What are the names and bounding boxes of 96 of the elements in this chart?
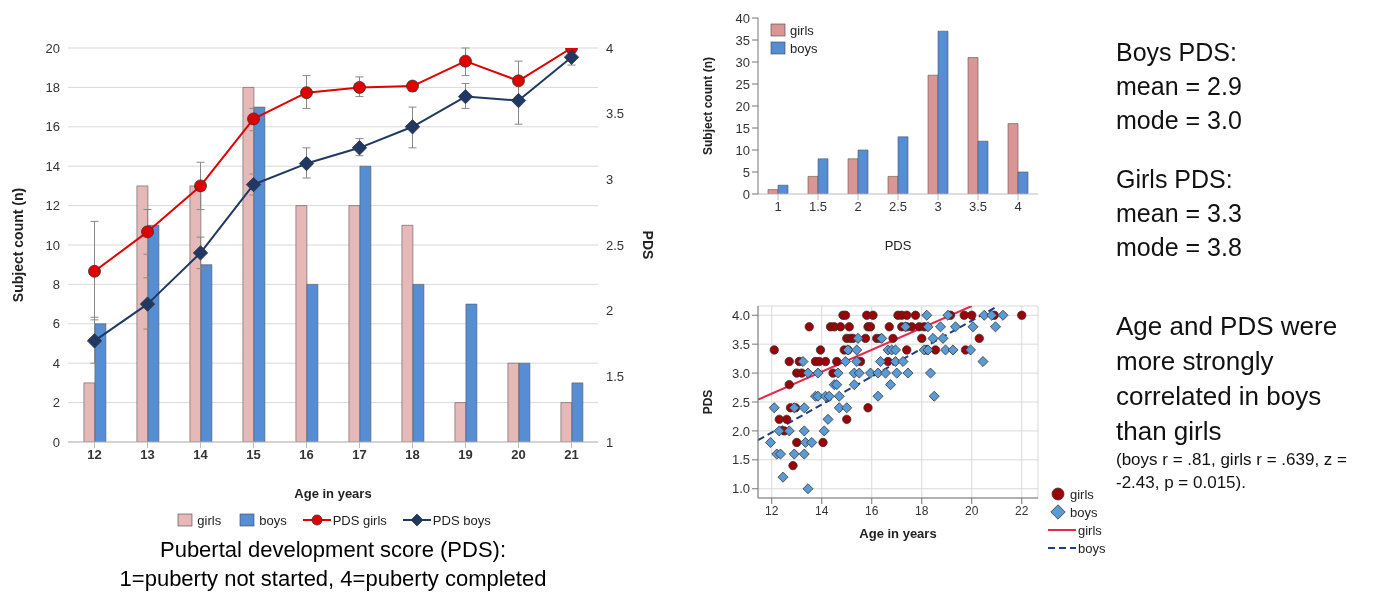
text: Girls PDS: mean = 3.3 mode = 3.8	[1116, 164, 1243, 263]
x-tick-label: 12	[765, 503, 779, 518]
x-tick-label: 17	[352, 447, 367, 463]
y-tick-label: 6	[52, 316, 60, 332]
y-tick-label: 25	[735, 76, 750, 92]
x-tick-label: 20	[965, 503, 979, 518]
point	[459, 54, 472, 68]
x-tick-label: 13	[140, 447, 155, 463]
y-tick-label: 0	[52, 434, 60, 450]
y2-tick-label: 1.5	[606, 368, 625, 384]
x-tick-label: 18	[915, 503, 929, 518]
point	[194, 179, 207, 193]
point	[88, 264, 101, 278]
y-tick-label: 3.5	[731, 336, 750, 352]
y-tick-label: 4.0	[731, 307, 750, 323]
legend-label: boys	[259, 512, 287, 528]
point	[298, 155, 315, 172]
point	[86, 333, 103, 349]
legend-label: PDS girls	[332, 512, 387, 528]
text: (boys r = .81, girls r = .639, z = -2.43, p = 0.015).	[1116, 448, 1349, 494]
x-tick-label: 2.5	[888, 199, 908, 215]
y-tick-label: 10	[735, 142, 750, 158]
x-tick-label: 14	[815, 503, 829, 518]
legend-label: boys	[1070, 504, 1098, 520]
point	[563, 49, 580, 65]
point	[139, 296, 156, 312]
y-axis-title: Subject count (n)	[9, 187, 26, 303]
text: Age and PDS were more strongly correlated in boys than girls	[1116, 309, 1339, 448]
legend-label: girls	[790, 22, 814, 38]
y-tick-label: 3.0	[731, 365, 750, 381]
legend-label: boys	[1078, 540, 1106, 556]
legend-label: PDS boys	[432, 512, 491, 528]
y-tick-label: 5	[742, 164, 750, 180]
y2-tick-label: 3	[606, 171, 614, 187]
point	[141, 225, 154, 239]
y2-tick-label: 1	[606, 434, 614, 450]
y-tick-label: 10	[45, 237, 60, 253]
x-tick-label: 15	[246, 447, 261, 463]
legend-label: girls	[197, 512, 222, 528]
x-tick-label: 1	[774, 199, 782, 215]
y-tick-label: 20	[45, 40, 60, 56]
x-tick-label: 18	[405, 447, 420, 463]
y2-tick-label: 2.5	[606, 237, 625, 253]
x-tick-label: 3	[934, 199, 942, 215]
y-axis-title: PDS	[701, 389, 716, 415]
point	[406, 79, 419, 93]
y-tick-label: 15	[735, 120, 750, 136]
x-tick-label: 20	[511, 447, 526, 463]
x-tick-label: 2	[854, 199, 862, 215]
point	[351, 140, 368, 156]
x-axis-title: Age in years	[294, 486, 372, 501]
point	[353, 81, 366, 94]
text: Boys PDS: mean = 2.9 mode = 3.0	[1116, 37, 1243, 136]
point	[404, 119, 421, 135]
x-tick-label: 16	[865, 503, 879, 518]
x-tick-label: 4	[1014, 199, 1022, 215]
x-tick-label: 14	[193, 447, 209, 463]
y-tick-label: 2.5	[731, 394, 750, 410]
y2-tick-label: 2	[606, 303, 614, 319]
point	[300, 86, 313, 100]
y-tick-label: 30	[735, 54, 750, 70]
y2-axis-title: PDS	[640, 230, 657, 260]
y-tick-label: 2.0	[731, 423, 750, 439]
legend-label: boys	[790, 40, 818, 56]
y-tick-label: 1.0	[731, 481, 750, 497]
point	[247, 112, 260, 126]
x-tick-label: 3.5	[968, 199, 988, 215]
y-tick-label: 18	[45, 80, 60, 96]
y-tick-label: 14	[45, 158, 60, 174]
x-tick-label: 16	[299, 447, 314, 463]
y-tick-label: 40	[735, 10, 750, 26]
point	[510, 92, 527, 109]
x-axis-title: PDS	[884, 238, 912, 253]
y-tick-label: 2	[52, 395, 60, 411]
point	[457, 88, 474, 105]
y-tick-label: 20	[735, 98, 750, 114]
point	[245, 176, 262, 193]
x-tick-label: 19	[458, 447, 473, 463]
x-tick-label: 1.5	[808, 199, 828, 215]
x-tick-label: 12	[87, 447, 102, 463]
y-tick-label: 0	[742, 186, 750, 202]
y2-tick-label: 3.5	[606, 106, 625, 122]
legend-label: girls	[1070, 486, 1094, 502]
y-tick-label: 35	[735, 32, 750, 48]
point	[192, 245, 209, 261]
legend-label: girls	[1078, 522, 1102, 538]
x-tick-label: 22	[1015, 503, 1029, 518]
point	[512, 74, 525, 88]
y-tick-label: 4	[52, 355, 60, 371]
y2-tick-label: 4	[606, 40, 614, 56]
y-tick-label: 8	[52, 277, 60, 293]
y-tick-label: 16	[45, 119, 60, 135]
text: Pubertal development score (PDS): 1=puberty not started, 4=puberty completed	[118, 536, 548, 593]
x-axis-title: Age in years	[859, 526, 937, 541]
y-axis-title: Subject count (n)	[701, 57, 716, 155]
x-tick-label: 21	[564, 447, 579, 463]
